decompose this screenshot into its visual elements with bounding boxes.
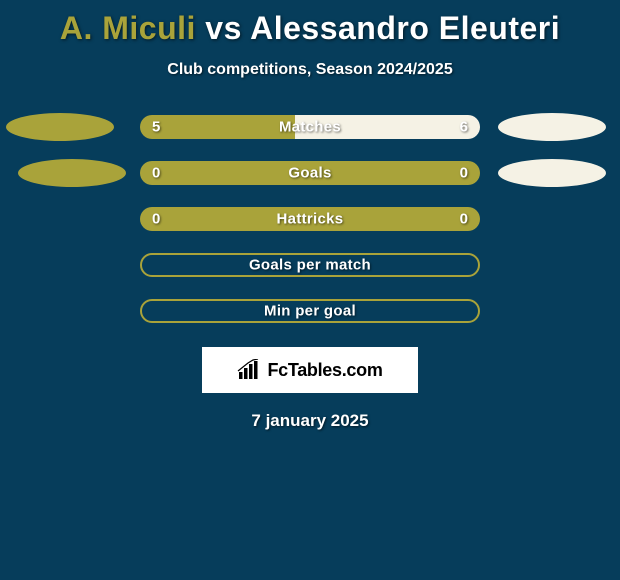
stat-label: Matches [140,119,480,136]
stat-row: 00Goals [0,161,620,185]
date-label: 7 january 2025 [251,411,368,431]
stat-bar: 00Goals [140,161,480,185]
stat-bar: 00Hattricks [140,207,480,231]
player1-name: A. Miculi [60,10,196,46]
player2-oval [498,159,606,187]
stat-rows: 56Matches 00Goals 00Hattricks Goals per mat… [0,115,620,323]
stat-row: Goals per match [0,253,620,277]
player2-oval [498,113,606,141]
stat-label: Min per goal [142,303,478,320]
vs-label: vs [205,10,242,46]
stat-bar: Min per goal [140,299,480,323]
stat-row: Min per goal [0,299,620,323]
fctables-logo: FcTables.com [202,347,418,393]
page-title: A. Miculi vs Alessandro Eleuteri [60,10,560,47]
stat-label: Hattricks [140,211,480,228]
player1-oval [18,159,126,187]
player2-name: Alessandro Eleuteri [250,10,560,46]
stat-row: 00Hattricks [0,207,620,231]
subtitle: Club competitions, Season 2024/2025 [167,61,452,79]
stat-bar: 56Matches [140,115,480,139]
player1-oval [6,113,114,141]
stat-bar: Goals per match [140,253,480,277]
stat-label: Goals [140,165,480,182]
stat-label: Goals per match [142,257,478,274]
comparison-card: A. Miculi vs Alessandro Eleuteri Club co… [0,0,620,431]
chart-icon [237,359,261,381]
stat-row: 56Matches [0,115,620,139]
logo-text: FcTables.com [267,360,382,381]
